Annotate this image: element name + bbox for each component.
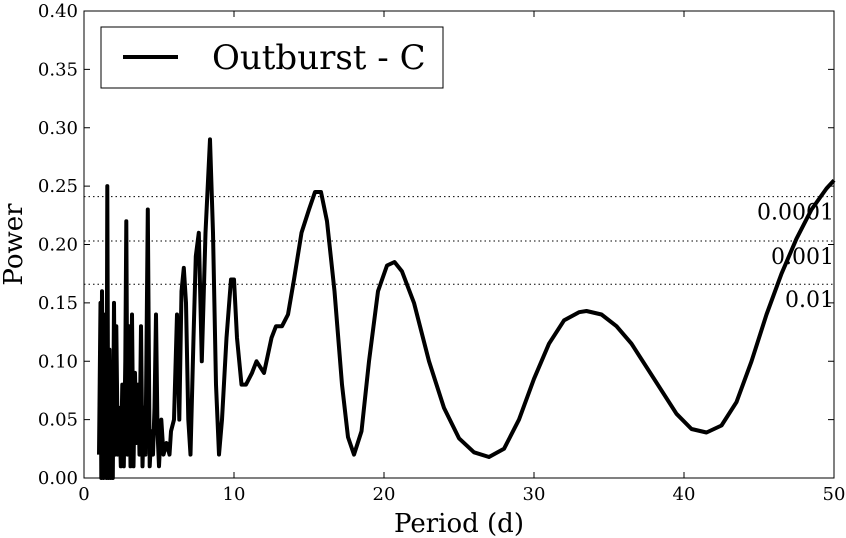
x-axis-title: Period (d) — [394, 509, 524, 538]
legend-label: Outburst - C — [212, 38, 426, 78]
y-tick-label: 0.05 — [38, 410, 78, 431]
series-line — [97, 137, 836, 480]
significance-lines — [84, 196, 834, 285]
series-layer — [97, 137, 836, 480]
significance-label: 0.01 — [785, 288, 834, 313]
y-axis-title: Power — [0, 203, 29, 286]
x-tick-label: 0 — [78, 484, 89, 505]
x-tick-label: 10 — [223, 484, 246, 505]
y-tick-label: 0.35 — [38, 59, 78, 80]
y-tick-label: 0.00 — [38, 468, 78, 489]
y-tick-label: 0.30 — [38, 118, 78, 139]
y-tick-label: 0.40 — [38, 1, 78, 22]
y-tick-label: 0.25 — [38, 176, 78, 197]
x-tick-label: 20 — [373, 484, 396, 505]
legend: Outburst - C — [100, 26, 444, 89]
y-tick-label: 0.15 — [38, 293, 78, 314]
significance-label: 0.001 — [771, 245, 834, 270]
significance-labels: 0.0001 0.001 0.01 — [757, 201, 834, 314]
x-tick-label: 50 — [823, 484, 846, 505]
significance-label: 0.0001 — [757, 201, 834, 226]
y-tick-label: 0.20 — [38, 235, 78, 256]
axis-ticks: 0 10 20 30 40 50 0.00 0.05 0.10 0.15 0.20 0.25 0.30 0… — [38, 1, 846, 505]
y-tick-label: 0.10 — [38, 351, 78, 372]
x-tick-label: 40 — [673, 484, 696, 505]
x-tick-label: 30 — [523, 484, 546, 505]
